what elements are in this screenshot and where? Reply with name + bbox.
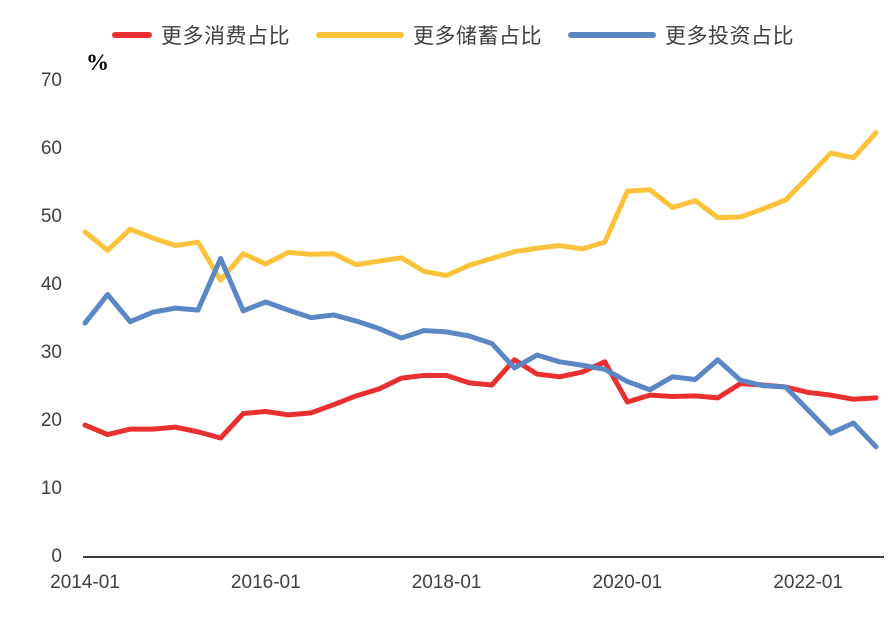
- x-tick-2016-01: 2016-01: [230, 572, 301, 593]
- x-tick-2014-01: 2014-01: [50, 572, 120, 593]
- legend-item-saving: 更多储蓄占比: [316, 20, 542, 50]
- x-tick-2018-01: 2018-01: [411, 572, 482, 593]
- x-tick-2020-01: 2020-01: [592, 572, 663, 593]
- y-tick-0: 0: [51, 546, 62, 567]
- investment-line-swatch: [568, 32, 656, 38]
- legend-label-consumption: 更多消费占比: [161, 25, 290, 48]
- x-tick-2022-01: 2022-01: [773, 572, 844, 593]
- legend-item-consumption: 更多消费占比: [112, 20, 290, 50]
- series-line-2: [82, 255, 879, 450]
- consumption-line-swatch: [112, 32, 152, 38]
- series-line-0: [82, 357, 879, 441]
- y-tick-70: 70: [40, 70, 62, 91]
- saving-line-swatch: [316, 32, 404, 38]
- y-tick-20: 20: [40, 410, 62, 431]
- legend: 更多消费占比 更多储蓄占比 更多投资占比: [112, 20, 794, 50]
- y-tick-10: 10: [40, 478, 62, 499]
- legend-item-investment: 更多投资占比: [568, 20, 794, 50]
- y-tick-50: 50: [40, 206, 62, 227]
- y-axis-unit-label: %: [86, 50, 109, 75]
- y-tick-40: 40: [40, 274, 62, 295]
- legend-label-saving: 更多储蓄占比: [413, 25, 542, 48]
- y-tick-60: 60: [40, 138, 62, 159]
- legend-label-investment: 更多投资占比: [665, 25, 794, 48]
- series-line-1: [82, 130, 879, 283]
- y-tick-30: 30: [40, 342, 62, 363]
